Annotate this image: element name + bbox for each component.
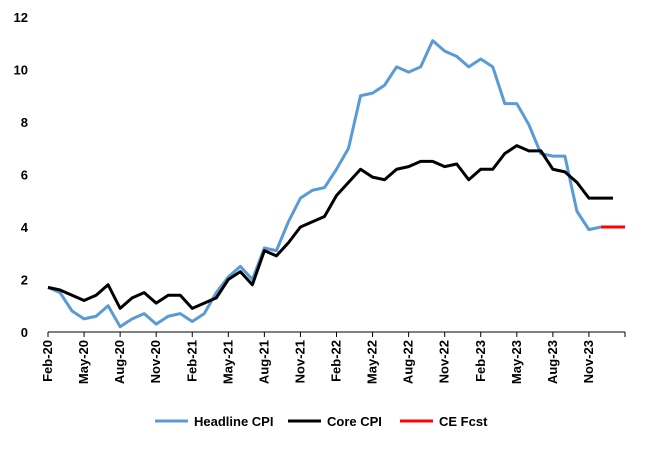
x-tick-label: Feb-23 [473,340,488,382]
x-tick-label: Aug-22 [401,340,416,384]
legend-label-ce-fcst: CE Fcst [439,414,488,429]
x-tick-label: Nov-20 [148,340,163,383]
x-tick-label: Nov-21 [292,340,307,383]
x-tick-label: Aug-20 [112,340,127,384]
x-tick-label: Feb-21 [184,340,199,382]
y-tick-label: 2 [21,273,28,288]
x-tick-label: Aug-23 [545,340,560,384]
series-line-core-cpi [47,144,613,310]
y-tick-label: 10 [14,63,28,78]
y-tick-label: 4 [21,220,29,235]
series-layer [47,39,625,329]
x-tick-label: May-23 [509,340,524,384]
axes-layer: 0 2 4 6 8 10 12 Feb-20 May-20 Aug-20 Nov-20 Feb-21 M… [14,10,626,384]
y-tick-label: 0 [21,325,28,340]
legend: Headline CPI Core CPI CE Fcst [155,414,488,429]
x-tick-label: May-22 [365,340,380,384]
y-tick-label: 6 [21,168,28,183]
x-tick-label: May-21 [220,340,235,384]
y-tick-label: 12 [14,10,28,25]
x-tick-label: May-20 [76,340,91,384]
x-tick-label: Feb-22 [329,340,344,382]
y-tick-label: 8 [21,115,28,130]
legend-label-headline-cpi: Headline CPI [194,414,273,429]
x-tick-label: Feb-20 [40,340,55,382]
legend-label-core-cpi: Core CPI [327,414,382,429]
x-tick-label: Nov-23 [581,340,596,383]
series-line-headline-cpi [47,39,602,329]
x-tick-label: Aug-21 [256,340,271,384]
x-tick-label: Nov-22 [437,340,452,383]
